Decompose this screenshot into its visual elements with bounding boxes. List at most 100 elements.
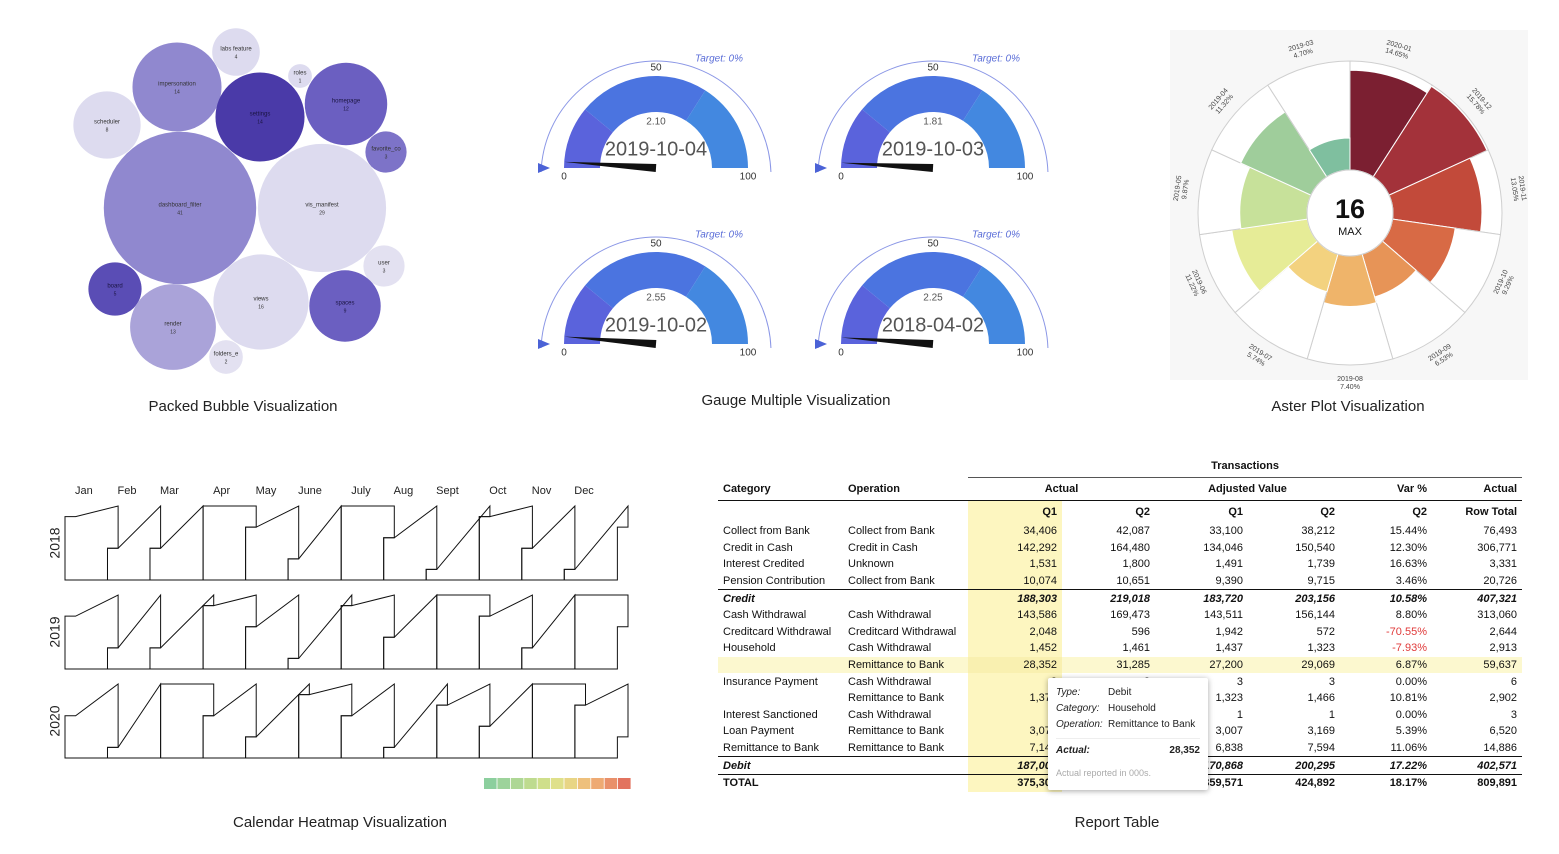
gauge: 0 50 100 Target: 0% 2.25 2018-04-02 (815, 230, 1049, 359)
table-cell: Interest Credited (723, 558, 805, 571)
bubble (309, 270, 381, 342)
table-cell (843, 773, 968, 792)
gauge-band (963, 266, 1025, 344)
table-cell (843, 756, 968, 775)
month-outline (436, 594, 491, 670)
aster-category: 2019-11 (1517, 175, 1528, 201)
bubble-value: 3 (385, 154, 388, 160)
table-cell: Remittance to Bank (848, 742, 944, 755)
table-cell: Cash Withdrawal (723, 609, 807, 622)
month-outline (245, 505, 300, 581)
gauge-label: 2019-10-02 (605, 314, 707, 336)
month-label: Mar (160, 485, 179, 497)
table-cell: 3 (1328, 675, 1335, 688)
column-header: Operation (843, 477, 968, 501)
table-cell: 143,511 (1204, 609, 1243, 622)
month-label: Nov (532, 485, 552, 497)
gauge-value: 2.55 (646, 293, 666, 304)
month-outline (478, 682, 533, 759)
table-cell: 1,323 (1215, 692, 1243, 705)
gauge-label: 2018-04-02 (882, 314, 984, 336)
table-cell: Credit in Cash (723, 541, 793, 554)
table-cell: -7.93% (1392, 642, 1427, 655)
table-cell: Remittance to Bank (843, 656, 968, 674)
bubble-value: 12 (343, 106, 349, 112)
legend-swatch (497, 778, 510, 789)
column-header: Actual (968, 477, 1155, 501)
table-cell: 572 (1316, 625, 1335, 638)
bubble-value: 13 (170, 329, 176, 335)
table-cell: 3 (1510, 708, 1518, 721)
bubble (304, 62, 388, 146)
aster-max-label: MAX (1338, 226, 1363, 238)
bubble-label: spaces (335, 301, 354, 307)
table-cell: 28,352 (968, 656, 1062, 674)
table-cell: 3,007 (1215, 725, 1243, 738)
table-cell: Pension Contribution (723, 575, 826, 588)
chart-title: Calendar Heatmap Visualization (233, 814, 447, 831)
month-outline (563, 504, 629, 581)
table-cell: 5.39% (1395, 725, 1427, 738)
target-label: Target: 0% (972, 230, 1020, 241)
bubble (132, 42, 222, 132)
bubble-value: 2 (225, 359, 228, 365)
bubble-value: 5 (114, 291, 117, 297)
table-cell: 596 (1131, 625, 1150, 638)
month-outline (531, 683, 587, 759)
target-marker (538, 339, 550, 349)
table-cell: 1,466 (1307, 692, 1335, 705)
tooltip-row: Type: Debit (1056, 684, 1200, 700)
aster-value: 9.87% (1181, 179, 1191, 200)
aster-category: 2019-05 (1173, 175, 1184, 202)
target-marker (815, 163, 827, 173)
table-cell: 2,644 (1489, 625, 1518, 638)
gauge-tick-label: 0 (561, 172, 567, 183)
aster-category: 2019-08 (1337, 376, 1363, 383)
table-cell: Creditcard Withdrawal (723, 625, 832, 638)
header-row: Transactions (718, 455, 1523, 478)
legend-swatch (618, 778, 631, 789)
month-outline (340, 505, 395, 581)
table-cell: 150,540 (1295, 541, 1335, 554)
gauge-band (564, 109, 613, 168)
month-outline (478, 594, 533, 670)
table-cell: 1,800 (1122, 558, 1150, 571)
table-cell: Collect from Bank (723, 525, 810, 538)
bubble (88, 262, 142, 316)
gauge: 0 50 100 Target: 0% 2.10 2019-10-04 (538, 54, 772, 183)
table-cell: 59,637 (1432, 656, 1523, 674)
year-label: 2020 (47, 705, 63, 736)
bubble-label: labs feature (220, 47, 252, 53)
subheader-cell: Q2 (1412, 506, 1427, 518)
aster-center (1306, 169, 1394, 257)
gauge-tick-label: 100 (1017, 172, 1034, 183)
chart-title: Aster Plot Visualization (1271, 398, 1424, 415)
month-outline (521, 504, 576, 581)
table-cell: 16.63% (1389, 558, 1427, 571)
table-cell: 34,406 (968, 523, 1062, 540)
aster-value: 7.40% (1340, 384, 1360, 391)
table-cell: 1,491 (1215, 558, 1243, 571)
gauge-value: 2.25 (923, 293, 943, 304)
table-cell: 8.80% (1395, 609, 1427, 622)
target-marker (538, 163, 550, 173)
table-cell: 1,942 (1215, 625, 1243, 638)
bubble-label: roles (293, 71, 306, 77)
table-cell: Remittance to Bank (848, 725, 944, 738)
bubble-label: board (107, 284, 122, 290)
target-label: Target: 0% (972, 54, 1020, 65)
month-outline (574, 683, 629, 759)
month-outline (478, 505, 533, 581)
table-cell: 3,169 (1307, 725, 1335, 738)
gauge-tick-label: 0 (838, 348, 844, 359)
table-cell: 169,473 (1110, 609, 1150, 622)
month-outline (149, 504, 204, 581)
legend-swatch (524, 778, 537, 789)
bubble (363, 245, 405, 287)
table-cell: 15.44% (1389, 525, 1427, 538)
table-cell: 1,452 (968, 640, 1062, 657)
table-cell: Remittance to Bank (848, 692, 944, 705)
gauge-tick-label: 50 (927, 239, 939, 250)
tooltip-value: Debit (1108, 686, 1132, 698)
